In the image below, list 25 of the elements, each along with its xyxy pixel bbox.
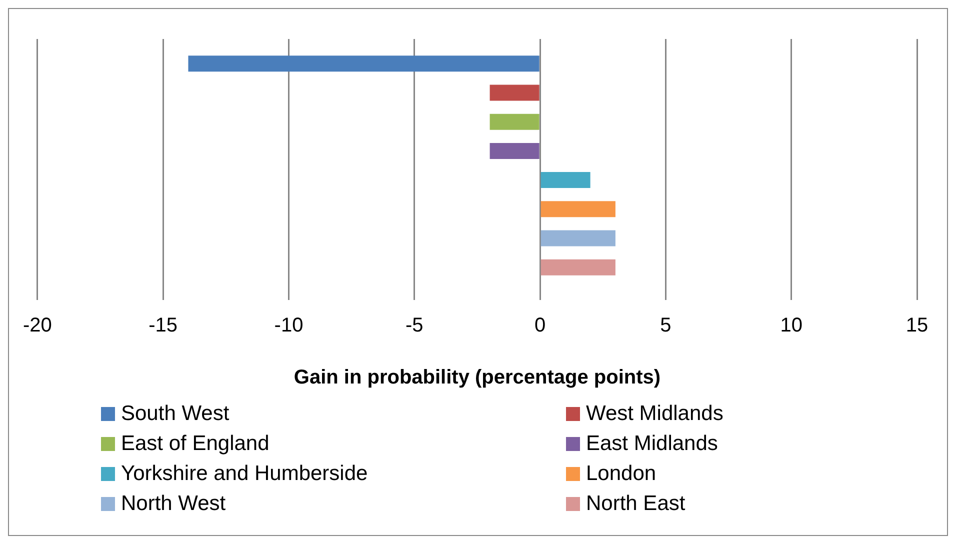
x-tick-label: -5 — [406, 314, 424, 337]
x-tick-label: 5 — [660, 314, 672, 337]
x-tick-label: -20 — [23, 314, 52, 337]
legend-label: East of England — [121, 432, 270, 456]
bar — [540, 172, 590, 188]
x-tick-label: 0 — [534, 314, 546, 337]
bar — [540, 230, 616, 246]
bar — [490, 114, 540, 130]
bar — [540, 259, 616, 276]
bar — [188, 56, 540, 72]
legend-label: West Midlands — [586, 402, 724, 426]
x-tick-label: 15 — [906, 314, 928, 337]
legend-label: London — [586, 462, 656, 486]
legend-label: North West — [121, 492, 226, 516]
legend-label: Yorkshire and Humberside — [121, 462, 368, 486]
x-tick-label: -10 — [274, 314, 304, 337]
bar — [540, 201, 616, 218]
legend-label: South West — [121, 402, 230, 426]
x-tick-label: 10 — [780, 314, 802, 337]
x-axis-title: Gain in probability (percentage points) — [294, 366, 661, 389]
bar — [490, 142, 540, 159]
x-tick-label: -15 — [148, 314, 178, 337]
legend-label: North East — [586, 492, 686, 516]
legend-label: East Midlands — [586, 432, 718, 456]
bar — [490, 84, 540, 101]
